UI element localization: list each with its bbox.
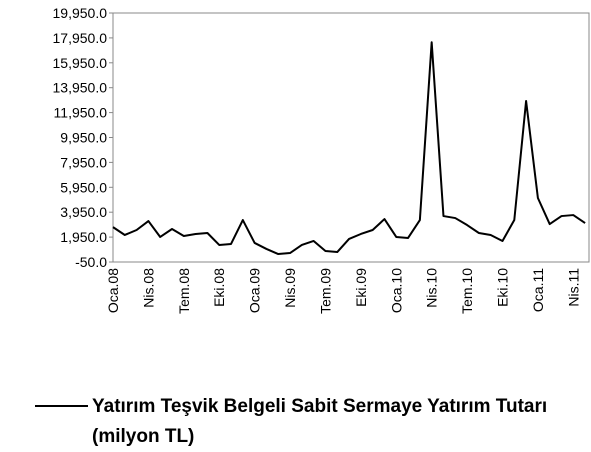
x-tick-label: Oca.08 [105,268,121,313]
x-tick-label: Eki.08 [211,268,227,307]
x-tick-label: Nis.09 [282,268,298,308]
x-tick-label: Eki.10 [494,268,510,307]
x-tick-label: Oca.09 [247,268,263,313]
x-tick-label: Tem.09 [317,268,333,314]
x-tick-label: Nis.10 [424,268,440,308]
x-tick-label: Nis.08 [140,268,156,308]
y-tick-label: 13,950.0 [53,80,108,96]
x-tick-label: Eki.09 [353,268,369,307]
x-tick-label: Oca.11 [530,268,546,312]
y-tick-label: 3,950.0 [60,204,107,220]
y-tick-label: 1,950.0 [60,229,107,245]
legend-label: Yatırım Teşvik Belgeli Sabit Sermaye Yat… [92,396,548,447]
y-tick-label: 17,950.0 [53,30,108,46]
series-line [112,41,586,256]
y-tick-label: 7,950.0 [60,154,107,170]
y-tick-label: -50.0 [75,254,107,270]
y-tick-label: 9,950.0 [60,130,107,146]
x-tick-label: Tem.10 [459,268,475,314]
x-tick-label: Tem.08 [176,268,192,314]
y-tick-label: 19,950.0 [53,5,108,21]
y-tick-label: 11,950.0 [54,105,108,121]
y-tick-label: 5,950.0 [60,179,107,195]
x-tick-label: Nis.11 [565,268,581,307]
plot-frame [112,12,590,263]
x-tick-label: Oca.10 [388,268,404,313]
y-tick-label: 15,950.0 [53,55,108,71]
